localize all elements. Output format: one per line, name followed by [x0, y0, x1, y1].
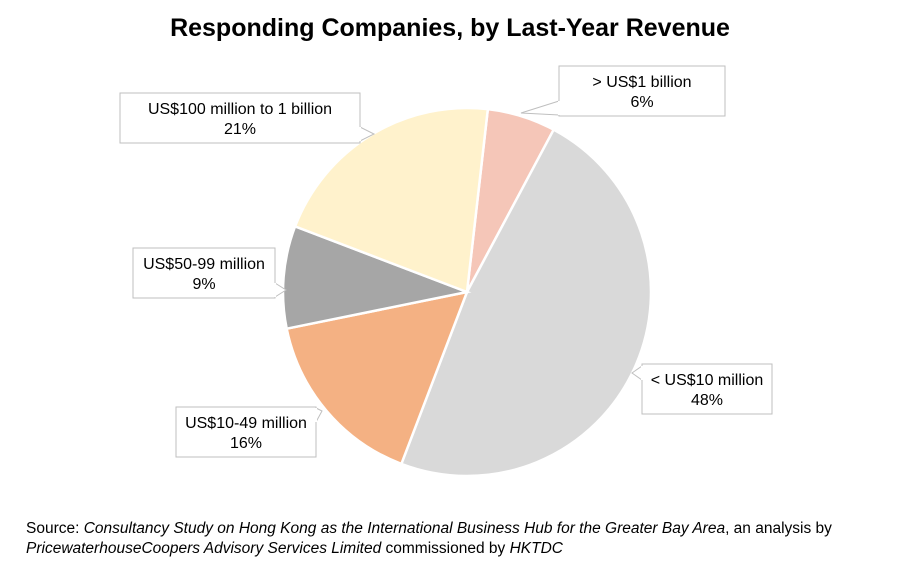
callout-us-10-million: < US$10 million 48%: [631, 363, 773, 415]
callout-us-100-million-to-1-billion: US$100 million to 1 billion 21%: [119, 92, 376, 144]
source-suffix: commissioned by: [381, 540, 510, 557]
slice-label: < US$10 million: [651, 372, 764, 389]
pie-slice-us-10-million: [399, 127, 653, 478]
pie-slice-us-50-99-million: [281, 224, 472, 331]
slice-value-label: 6%: [630, 94, 653, 111]
slice-value-label: 16%: [230, 435, 262, 452]
source-firm: PricewaterhouseCoopers Advisory Services…: [26, 540, 382, 557]
pie-callouts: > US$1 billion 6% < US$10 million 48% US$10-…: [119, 65, 773, 458]
slice-label: > US$1 billion: [592, 74, 691, 91]
callout-pointer: [520, 100, 560, 116]
slice-value-label: 21%: [224, 121, 256, 138]
chart-title: Responding Companies, by Last-Year Reven…: [170, 14, 730, 42]
source-study-title: Consultancy Study on Hong Kong as the In…: [83, 520, 726, 537]
callout-box: [641, 363, 773, 415]
slice-label: US$100 million to 1 billion: [148, 101, 332, 118]
slice-value-label: 9%: [192, 276, 215, 293]
source-prefix: Source:: [26, 520, 84, 537]
pie-slices: [281, 106, 653, 478]
callout-box: [175, 406, 317, 458]
source-note: Source: Consultancy Study on Hong Kong a…: [26, 519, 886, 559]
callout-us-1-billion: > US$1 billion 6%: [520, 65, 726, 117]
callout-us-50-99-million: US$50-99 million 9%: [132, 247, 287, 299]
slice-value-label: 48%: [691, 392, 723, 409]
callout-box: [119, 92, 361, 144]
source-org: HKTDC: [509, 540, 563, 557]
source-middle: , an analysis by: [725, 520, 832, 537]
callout-us-10-49-million: US$10-49 million 16%: [175, 406, 323, 458]
slice-label: US$50-99 million: [143, 256, 265, 273]
pie-slice-us-10-49-million: [285, 290, 469, 466]
callout-box: [558, 65, 726, 117]
callout-box: [132, 247, 276, 299]
slice-label: US$10-49 million: [185, 415, 307, 432]
